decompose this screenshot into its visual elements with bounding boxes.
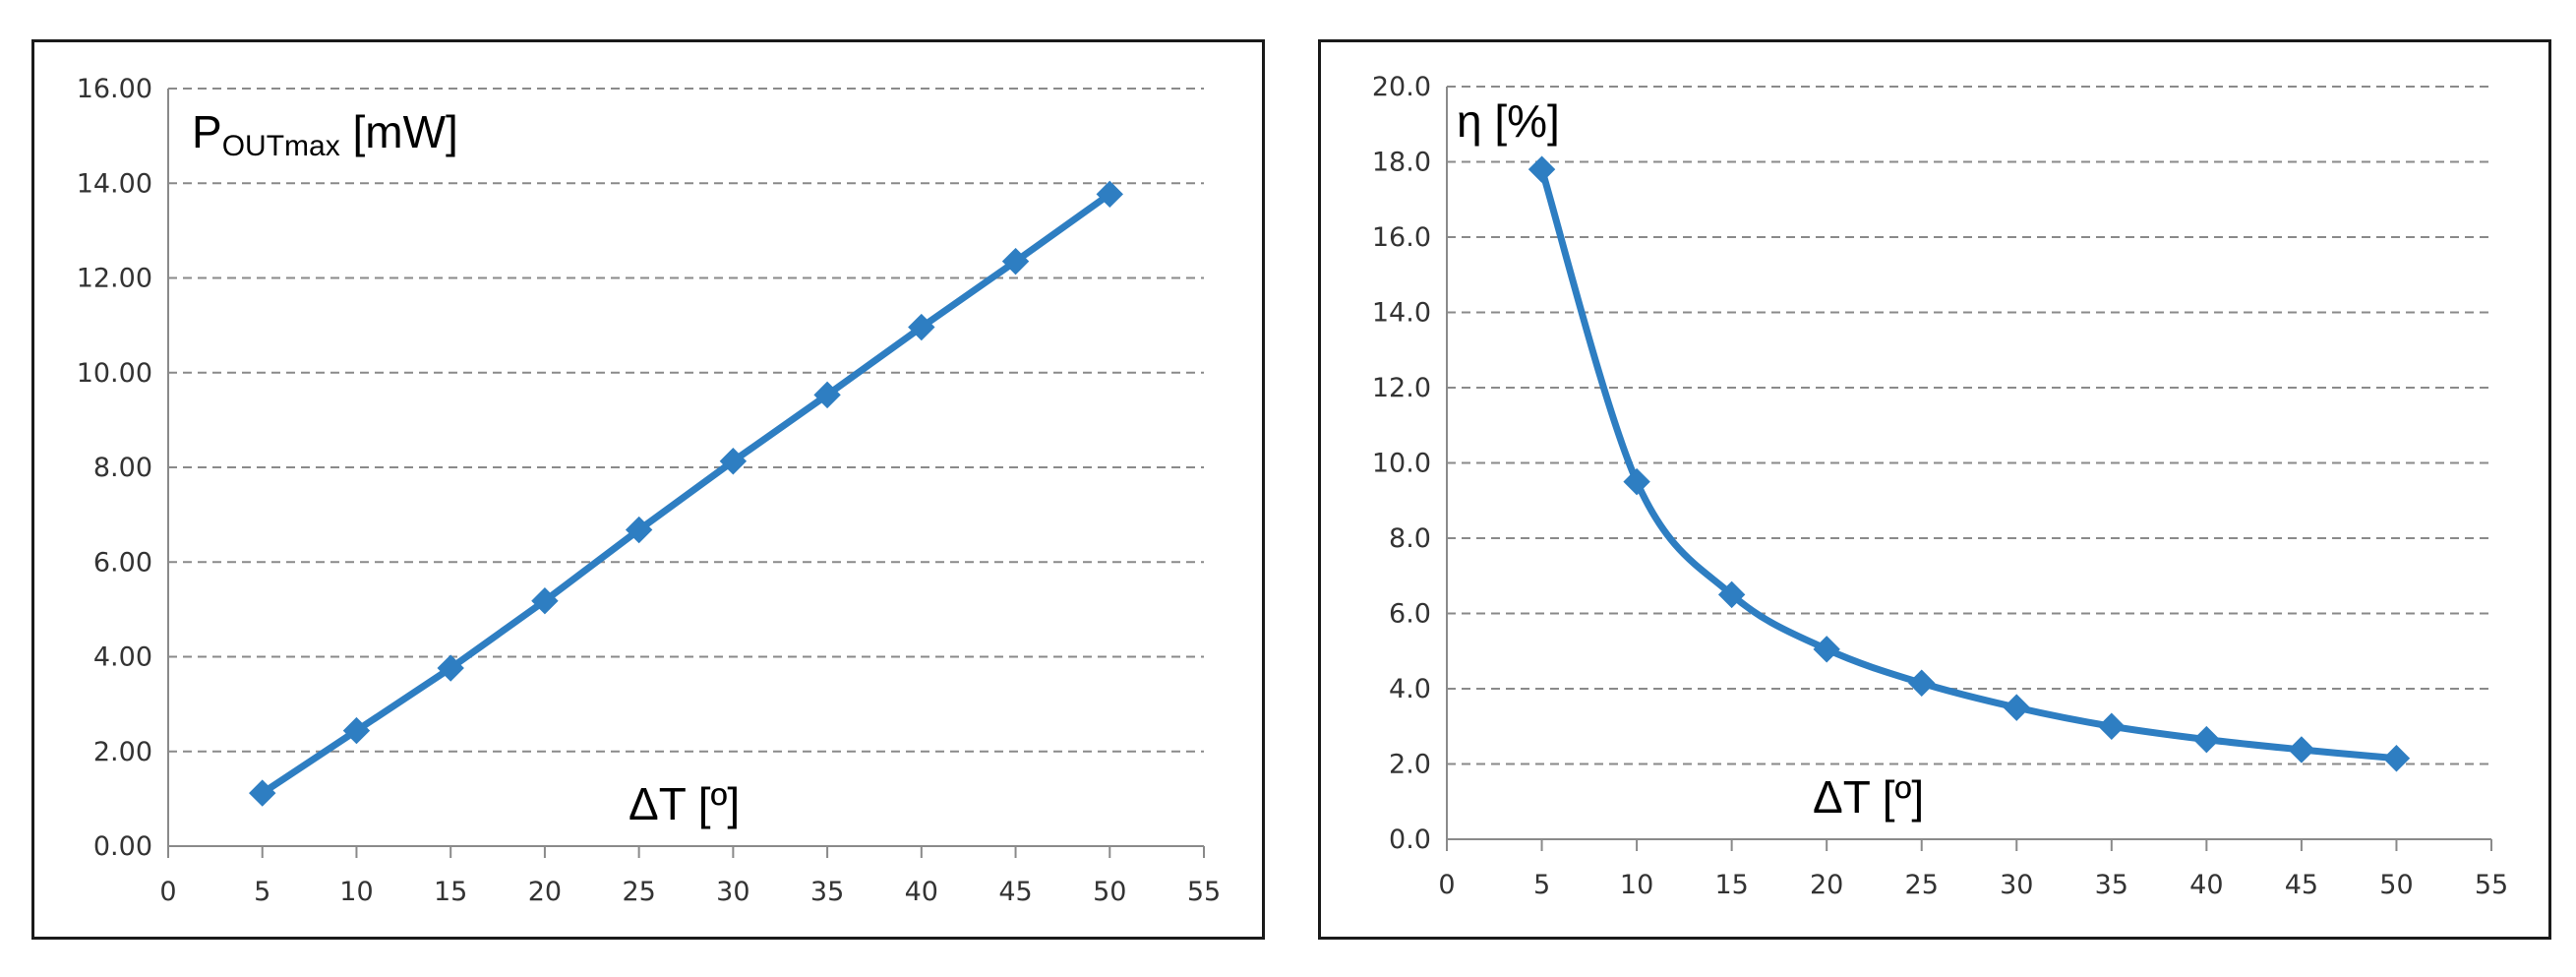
power-x-tick-label: 20 [528, 877, 562, 907]
efficiency-data-point [1813, 636, 1840, 663]
efficiency-data-point [1528, 155, 1556, 183]
efficiency-chart-series [1528, 155, 2411, 772]
power-y-tick-label: 12.00 [77, 264, 152, 294]
efficiency-y-tick-label: 6.0 [1389, 599, 1431, 630]
power-chart-panel: 0.00 2.00 4.00 6.00 8.00 10.00 12.00 14.00 16.00… [31, 39, 1265, 940]
efficiency-chart-grid [1447, 86, 2491, 765]
power-chart-series [249, 180, 1123, 807]
power-data-point [342, 716, 371, 745]
efficiency-y-tick-label: 20.0 [1372, 72, 1431, 102]
efficiency-y-tick-label: 2.0 [1389, 750, 1431, 780]
power-data-point [1096, 180, 1123, 209]
power-y-tick-label: 10.00 [77, 358, 152, 389]
efficiency-y-tick-label: 14.0 [1372, 298, 1431, 329]
power-y-tick-label: 2.00 [93, 737, 152, 767]
power-x-tick-label: 5 [254, 877, 270, 907]
efficiency-chart: 0.0 2.0 4.0 6.0 8.0 10.0 12.0 14.0 16.0 18.0 20.0 0… [1372, 72, 2508, 900]
efficiency-x-tick-label: 25 [1905, 870, 1939, 900]
efficiency-y-tick-label: 10.0 [1372, 449, 1431, 479]
power-chart-grid [168, 88, 1204, 753]
efficiency-x-tick-label: 55 [2475, 870, 2508, 900]
power-data-point [625, 516, 653, 544]
power-x-tick-label: 45 [998, 877, 1032, 907]
efficiency-x-tick-label: 15 [1714, 870, 1748, 900]
efficiency-y-tick-label: 18.0 [1372, 148, 1431, 178]
power-data-point [531, 587, 559, 615]
power-data-point [719, 448, 748, 475]
efficiency-chart-x-axis-title: ΔT [º] [1813, 771, 1924, 823]
efficiency-data-point [1717, 580, 1746, 609]
efficiency-x-tick-label: 10 [1620, 870, 1653, 900]
power-x-tick-label: 10 [339, 877, 373, 907]
power-data-point [249, 779, 276, 807]
power-y-tick-label: 4.00 [93, 642, 152, 673]
efficiency-data-point [2003, 694, 2030, 721]
efficiency-x-tick-label: 35 [2095, 870, 2128, 900]
power-y-tick-label: 6.00 [93, 547, 152, 578]
power-x-tick-label: 40 [905, 877, 938, 907]
efficiency-x-tick-label: 0 [1438, 870, 1455, 900]
power-data-point [437, 654, 464, 682]
efficiency-x-tick-label: 45 [2285, 870, 2318, 900]
power-chart-y-axis-title: POUTmax [mW] [192, 106, 458, 162]
power-x-tick-label: 35 [810, 877, 844, 907]
efficiency-y-tick-label: 16.0 [1372, 222, 1431, 253]
power-y-tick-label: 16.00 [77, 74, 152, 104]
efficiency-x-tick-label: 20 [1810, 870, 1843, 900]
power-x-tick-label: 55 [1187, 877, 1221, 907]
efficiency-y-tick-label: 12.0 [1372, 373, 1431, 403]
power-y-tick-label: 14.00 [77, 168, 152, 199]
efficiency-chart-y-axis-title: η [%] [1457, 95, 1560, 147]
power-x-tick-label: 50 [1093, 877, 1126, 907]
power-x-tick-label: 0 [159, 877, 176, 907]
power-x-tick-label: 25 [622, 877, 655, 907]
power-chart-x-axis-title: ΔT [º] [629, 778, 740, 829]
efficiency-y-tick-label: 4.0 [1389, 674, 1431, 704]
power-chart-axes: 0.00 2.00 4.00 6.00 8.00 10.00 12.00 14.00 16.00… [77, 74, 1221, 907]
efficiency-chart-panel: 0.0 2.0 4.0 6.0 8.0 10.0 12.0 14.0 16.0 18.0 20.0 0… [1318, 39, 2551, 940]
efficiency-data-point [2382, 745, 2411, 772]
power-data-point [813, 381, 841, 409]
power-series-line [259, 190, 1113, 797]
power-data-point [1001, 247, 1030, 275]
power-x-tick-label: 30 [716, 877, 749, 907]
efficiency-data-point [1623, 467, 1650, 496]
efficiency-data-point [2098, 712, 2126, 740]
efficiency-y-tick-label: 8.0 [1389, 523, 1431, 554]
efficiency-x-tick-label: 50 [2379, 870, 2413, 900]
power-output-chart: 0.00 2.00 4.00 6.00 8.00 10.00 12.00 14.00 16.00… [77, 74, 1221, 907]
power-y-tick-label: 0.00 [93, 831, 152, 862]
power-x-tick-label: 15 [434, 877, 467, 907]
efficiency-x-tick-label: 30 [2000, 870, 2033, 900]
power-data-point [908, 313, 935, 341]
efficiency-x-tick-label: 5 [1533, 870, 1550, 900]
efficiency-data-point [1908, 669, 1936, 697]
efficiency-x-tick-label: 40 [2189, 870, 2223, 900]
efficiency-data-point [2288, 736, 2315, 763]
efficiency-data-point [2192, 725, 2221, 754]
power-y-tick-label: 8.00 [93, 453, 152, 483]
efficiency-y-tick-label: 0.0 [1389, 824, 1431, 855]
efficiency-chart-axes: 0.0 2.0 4.0 6.0 8.0 10.0 12.0 14.0 16.0 18.0 20.0 0… [1372, 72, 2508, 900]
